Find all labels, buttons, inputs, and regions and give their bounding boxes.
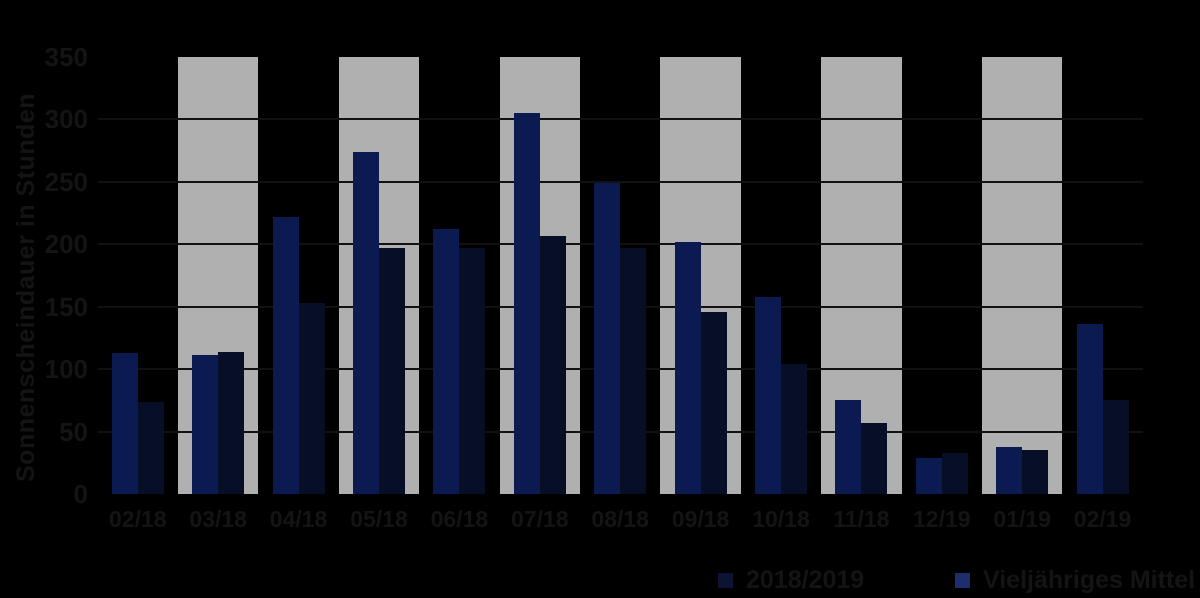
legend-swatch xyxy=(955,573,970,588)
gridline xyxy=(97,118,1143,121)
x-axis-tick-label: 07/18 xyxy=(511,506,569,532)
bar-10-18-s1 xyxy=(755,296,781,494)
x-axis-tick-label: 04/18 xyxy=(269,506,328,532)
bar-05-18-s1 xyxy=(353,151,379,494)
bar-03-18-s0 xyxy=(218,351,245,494)
bar-01-19-s1 xyxy=(996,446,1023,494)
y-axis-tick-label: 150 xyxy=(44,291,88,322)
x-axis-tick-label: 12/19 xyxy=(913,506,971,532)
bar-09-18-s0 xyxy=(700,311,727,494)
x-axis-tick-label: 09/18 xyxy=(671,506,730,532)
bar-05-18-s0 xyxy=(379,248,405,494)
gridline xyxy=(97,180,1143,183)
bar-06-18-s0 xyxy=(459,248,486,494)
x-axis-tick-label: 08/18 xyxy=(591,506,649,532)
legend-label: Vieljähriges Mittel xyxy=(983,566,1196,594)
x-axis-tick-label: 06/18 xyxy=(430,506,489,532)
y-axis-tick-label: 200 xyxy=(44,229,88,260)
bar-02-18-s1 xyxy=(111,352,138,494)
bar-08-18-s0 xyxy=(620,248,647,494)
bar-06-18-s1 xyxy=(433,229,460,494)
bar-03-18-s1 xyxy=(192,355,219,494)
bar-07-18-s0 xyxy=(539,235,566,494)
legend-item: 2018/2019 xyxy=(718,566,864,595)
month-band xyxy=(982,57,1063,494)
y-axis-tick-label: 50 xyxy=(59,416,88,447)
bar-11-18-s1 xyxy=(835,400,862,494)
bar-08-18-s1 xyxy=(594,183,621,494)
bar-11-18-s0 xyxy=(861,422,888,494)
bar-12-19-s0 xyxy=(941,452,968,494)
bar-04-18-s1 xyxy=(272,216,299,494)
x-axis-tick-label: 05/18 xyxy=(350,506,408,532)
bar-07-18-s1 xyxy=(513,113,540,494)
x-axis-tick-label: 02/18 xyxy=(109,506,167,532)
x-axis-tick-label: 11/18 xyxy=(833,506,890,532)
bar-01-19-s0 xyxy=(1022,450,1049,494)
bar-04-18-s0 xyxy=(298,302,325,494)
x-axis-tick-label: 03/18 xyxy=(189,506,247,532)
y-axis-tick-label: 300 xyxy=(44,104,88,135)
bar-02-19-s0 xyxy=(1102,400,1129,494)
y-axis-tick-label: 250 xyxy=(44,166,88,197)
legend-item: Vieljähriges Mittel xyxy=(955,566,1195,595)
y-axis-tick-label: 0 xyxy=(73,479,88,509)
y-axis-tick-label: 350 xyxy=(44,42,88,72)
x-axis-tick-label: 02/19 xyxy=(1073,506,1132,532)
legend-swatch xyxy=(718,573,733,588)
bar-02-18-s0 xyxy=(137,401,164,494)
bar-10-18-s0 xyxy=(781,364,807,494)
bar-02-19-s1 xyxy=(1076,324,1103,494)
bar-09-18-s1 xyxy=(674,241,701,494)
y-axis-tick-label: 100 xyxy=(44,354,88,385)
x-axis-tick-label: 01/19 xyxy=(993,506,1051,532)
gridline xyxy=(97,243,1143,246)
x-axis-tick-label: 10/18 xyxy=(752,506,810,532)
legend-label: 2018/2019 xyxy=(746,566,865,594)
bar-12-19-s1 xyxy=(915,457,942,494)
